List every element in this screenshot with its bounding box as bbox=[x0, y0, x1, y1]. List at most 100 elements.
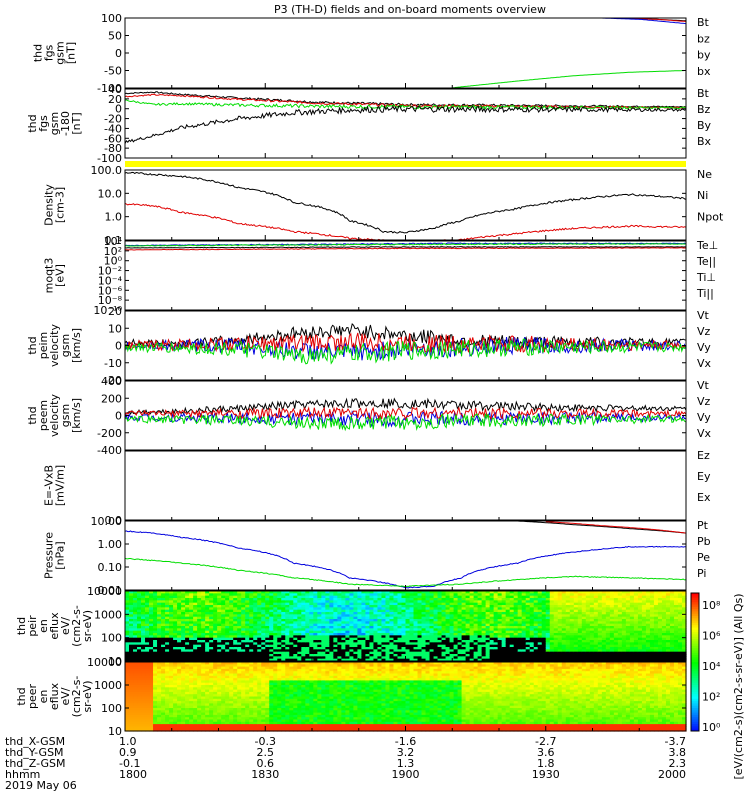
spectrogram-cell bbox=[229, 649, 234, 653]
spectrogram-cell bbox=[149, 647, 154, 650]
spectrogram-cell bbox=[273, 658, 278, 662]
legend-entry: Bx bbox=[697, 135, 712, 148]
spectrogram-cell bbox=[369, 635, 375, 639]
spectrogram-cell bbox=[601, 598, 607, 601]
spectrogram-cell bbox=[157, 626, 162, 629]
spectrogram-cell bbox=[453, 591, 459, 594]
spectrogram-cell bbox=[405, 621, 411, 625]
spectrogram-cell bbox=[577, 640, 583, 643]
spectrogram-cell bbox=[409, 626, 415, 629]
spectrogram-cell bbox=[497, 616, 503, 620]
spectrogram-cell bbox=[313, 598, 318, 601]
spectrogram-cell bbox=[177, 712, 182, 716]
spectrogram-cell bbox=[193, 628, 198, 632]
spectrogram-cell bbox=[573, 635, 579, 639]
spectrogram-cell bbox=[485, 644, 491, 648]
spectrogram-cell bbox=[337, 600, 342, 604]
spectrogram-cell bbox=[565, 651, 571, 655]
spectrogram-cell bbox=[329, 619, 334, 622]
spectrogram-cell bbox=[181, 642, 186, 646]
spectrogram-cell bbox=[221, 658, 226, 662]
spectrogram-cell bbox=[673, 626, 679, 629]
spectrogram-cell bbox=[405, 602, 411, 606]
spectrogram-cell bbox=[341, 621, 346, 625]
spectrogram-cell bbox=[357, 644, 363, 648]
spectrogram-cell bbox=[641, 630, 647, 634]
spectrogram-cell bbox=[669, 635, 675, 639]
spectrogram-cell bbox=[145, 591, 150, 594]
spectrogram-cell bbox=[277, 612, 282, 615]
spectrogram-cell bbox=[401, 651, 407, 655]
spectrogram-cell bbox=[505, 651, 511, 655]
spectrogram-cell bbox=[489, 605, 495, 608]
spectrogram-cell bbox=[521, 595, 527, 599]
spectrogram-cell bbox=[481, 644, 487, 648]
spectrogram-cell bbox=[669, 593, 675, 597]
spectrogram-cell bbox=[345, 619, 350, 622]
spectrogram-cell bbox=[161, 600, 166, 604]
spectrogram-cell bbox=[437, 593, 443, 597]
y-axis-label-line: gsm bbox=[59, 404, 72, 427]
spectrogram-cell bbox=[537, 640, 543, 643]
spectrogram-cell bbox=[149, 701, 154, 704]
spectrogram-cell bbox=[165, 595, 170, 599]
spectrogram-cell bbox=[137, 703, 142, 707]
spectrogram-cell bbox=[569, 591, 575, 594]
spectrogram-cell bbox=[521, 602, 527, 606]
spectrogram-cell bbox=[137, 719, 142, 723]
spectrogram-cell bbox=[601, 651, 607, 655]
spectrogram-cell bbox=[669, 605, 675, 608]
spectrogram-cell bbox=[421, 595, 427, 599]
spectrogram-cell bbox=[365, 654, 371, 657]
spectrogram-cell bbox=[645, 598, 651, 601]
spectrogram-cell bbox=[613, 616, 619, 620]
spectrogram-cell bbox=[605, 628, 611, 632]
spectrogram-cell bbox=[365, 628, 371, 632]
spectrogram-cell bbox=[533, 623, 539, 627]
spectrogram-cell bbox=[521, 633, 527, 636]
spectrogram-cell bbox=[601, 656, 607, 660]
spectrogram-cell bbox=[597, 600, 603, 604]
spectrogram-cell bbox=[321, 630, 326, 634]
spectrogram-cell bbox=[245, 656, 250, 660]
spectrogram-cell bbox=[637, 626, 643, 629]
spectrogram-cell bbox=[337, 656, 342, 660]
spectrogram-cell bbox=[457, 628, 463, 632]
spectrogram-cell bbox=[481, 591, 487, 594]
spectrogram-cell bbox=[389, 654, 395, 657]
spectrogram-cell bbox=[485, 637, 491, 641]
spectrogram-cell bbox=[597, 640, 603, 643]
spectrogram-cell bbox=[609, 623, 615, 627]
spectrogram-cell bbox=[421, 637, 427, 641]
spectrogram-cell bbox=[489, 609, 495, 613]
spectrogram-cell bbox=[677, 591, 683, 594]
spectrogram-cell bbox=[377, 614, 383, 618]
spectrogram-cell bbox=[129, 719, 134, 723]
spectrogram-cell bbox=[381, 654, 387, 657]
spectrogram-cell bbox=[233, 658, 238, 662]
spectrogram-cell bbox=[177, 714, 182, 718]
spectrogram-cell bbox=[621, 600, 627, 604]
spectrogram-cell bbox=[245, 609, 250, 613]
spectrogram-cell bbox=[425, 598, 431, 601]
spectrogram-cell bbox=[549, 612, 555, 615]
spectrogram-cell bbox=[513, 619, 519, 622]
spectrogram-cell bbox=[461, 607, 467, 611]
spectrogram-cell bbox=[145, 602, 150, 606]
spectrogram-cell bbox=[125, 651, 130, 655]
spectrogram-cell bbox=[617, 654, 623, 657]
spectrogram-cell bbox=[425, 623, 431, 627]
spectrogram-cell bbox=[337, 623, 342, 627]
spectrogram-cell bbox=[173, 703, 178, 707]
spectrogram-cell bbox=[557, 612, 563, 615]
spectrogram-cell bbox=[193, 616, 198, 620]
spectrogram-cell bbox=[325, 658, 330, 662]
spectrogram-cell bbox=[613, 626, 619, 629]
spectrogram-cell bbox=[305, 593, 310, 597]
spectrogram-cell bbox=[481, 595, 487, 599]
spectrogram-cell bbox=[621, 649, 627, 653]
spectrogram-cell bbox=[397, 602, 403, 606]
spectrogram-cell bbox=[593, 635, 599, 639]
spectrogram-cell bbox=[229, 609, 234, 613]
spectrogram-cell bbox=[605, 595, 611, 599]
